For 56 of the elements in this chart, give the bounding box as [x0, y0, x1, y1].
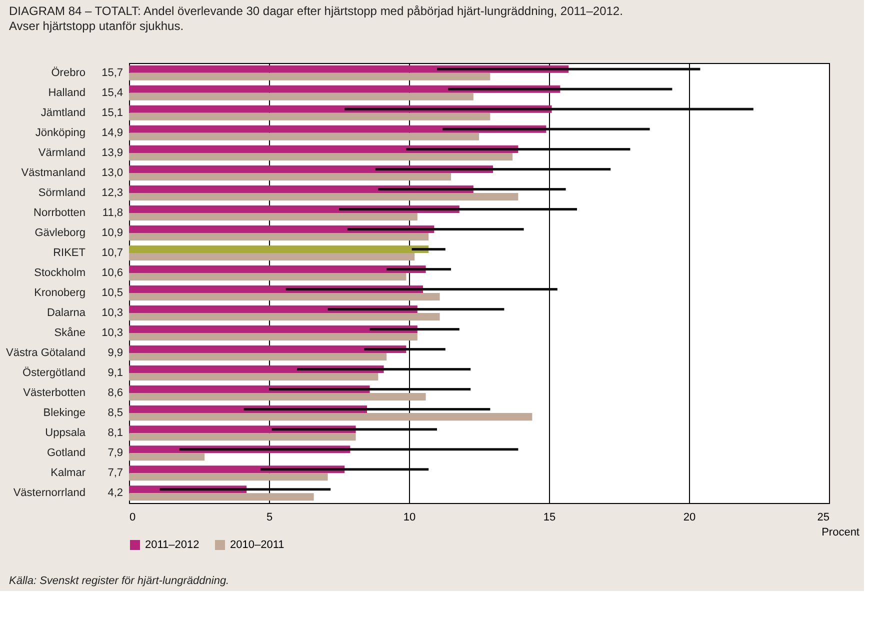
x-tick-label: 5	[266, 512, 273, 524]
legend-label: 2010–2011	[230, 539, 284, 551]
y-tick-label: Sörmland	[38, 186, 86, 199]
data-label: 8,1	[108, 427, 123, 440]
y-tick-label: Örebro	[51, 66, 86, 79]
data-label: 10,6	[102, 266, 123, 279]
data-label: 8,5	[108, 407, 123, 420]
y-tick-label: Norrbotten	[34, 206, 86, 219]
data-label: 8,6	[108, 387, 123, 400]
y-tick-label: Kronoberg	[34, 287, 86, 300]
x-tick-label: 25	[817, 512, 830, 524]
data-label: 15,7	[102, 66, 123, 79]
data-label: 10,9	[102, 226, 123, 239]
y-tick-label: Skåne	[54, 327, 86, 340]
y-tick-label: Västernorrland	[13, 487, 86, 500]
data-label: 9,1	[108, 367, 123, 380]
data-label: 11,8	[102, 206, 123, 219]
data-label: 15,4	[102, 86, 123, 99]
y-tick-label: Värmland	[38, 146, 86, 159]
y-tick-label: Dalarna	[46, 307, 86, 320]
data-label: 10,3	[102, 307, 123, 320]
data-label: 4,2	[108, 487, 123, 500]
y-tick-label: Kalmar	[50, 467, 86, 480]
data-label: 7,7	[108, 467, 123, 480]
data-label: 13,9	[102, 146, 123, 159]
x-tick-label: 15	[543, 512, 556, 524]
data-label: 10,3	[102, 327, 123, 340]
x-tick-label: 10	[403, 512, 416, 524]
x-tick-label: 0	[130, 512, 136, 524]
y-tick-label: Stockholm	[34, 266, 86, 279]
data-label: 13,0	[102, 166, 123, 179]
y-tick-label: Västerbotten	[23, 387, 86, 400]
data-label: 10,5	[102, 287, 123, 300]
y-tick-label: Östergötland	[22, 366, 86, 380]
chart-title: DIAGRAM 84 – TOTALT: Andel överlevande 30 dagar efter hjärtstopp med påbörjad hjärt-lungräddning, 2011–2012.	[9, 4, 623, 18]
y-tick-label: Västmanland	[21, 166, 86, 179]
y-tick-label: Västra Götaland	[6, 347, 86, 360]
legend-label: 2011–2012	[145, 539, 200, 551]
data-label: 7,9	[108, 447, 123, 460]
y-tick-label: RIKET	[53, 246, 86, 259]
y-tick-label: Gävleborg	[34, 226, 86, 239]
y-tick-label: Gotland	[46, 447, 86, 460]
text: Källa: Svenskt register för hjärt-lungräddning.	[9, 575, 230, 587]
x-tick-label: 20	[683, 512, 696, 524]
chart-subtitle: Avser hjärtstopp utanför sjukhus.	[9, 19, 184, 33]
data-label: 12,3	[102, 186, 123, 199]
y-tick-label: Jämtland	[40, 106, 86, 119]
y-tick-label: Jönköping	[35, 126, 86, 139]
x-axis-title: Procent	[822, 526, 860, 538]
y-tick-label: Halland	[48, 86, 86, 99]
y-tick-label: Blekinge	[43, 407, 86, 420]
y-tick-label: Uppsala	[45, 427, 86, 440]
data-label: 15,1	[102, 106, 123, 119]
data-label: 10,7	[102, 246, 123, 259]
data-label: 9,9	[108, 347, 123, 360]
data-label: 14,9	[102, 126, 123, 139]
